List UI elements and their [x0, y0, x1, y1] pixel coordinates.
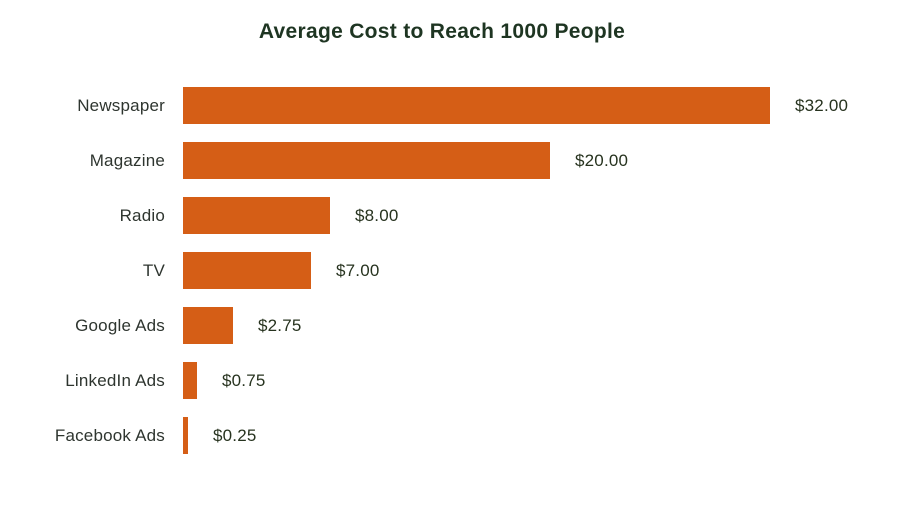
bar-row-radio: Radio $8.00 [0, 197, 900, 234]
value-label-google-ads: $2.75 [258, 315, 302, 335]
bar-magazine [183, 142, 550, 179]
category-label-google-ads: Google Ads [75, 315, 165, 335]
value-label-tv: $7.00 [336, 260, 380, 280]
value-label-linkedin-ads: $0.75 [222, 370, 266, 390]
category-label-tv: TV [142, 260, 165, 280]
bar-row-google-ads: Google Ads $2.75 [0, 307, 900, 344]
category-label-radio: Radio [119, 205, 165, 225]
bar-row-newspaper: Newspaper $32.00 [0, 87, 900, 124]
category-label-magazine: Magazine [89, 150, 165, 170]
chart-plot-area: Newspaper $32.00 Magazine $20.00 Radio $… [0, 87, 900, 472]
category-label-linkedin-ads: LinkedIn Ads [65, 370, 165, 390]
bar-google-ads [183, 307, 233, 344]
bar-row-magazine: Magazine $20.00 [0, 142, 900, 179]
chart-title: Average Cost to Reach 1000 People [258, 20, 626, 43]
value-label-magazine: $20.00 [575, 150, 629, 170]
bar-newspaper [183, 87, 770, 124]
value-label-radio: $8.00 [355, 205, 399, 225]
bar-row-facebook-ads: Facebook Ads $0.25 [0, 417, 900, 454]
bar-linkedin-ads [183, 362, 197, 399]
bar-radio [183, 197, 330, 234]
category-label-newspaper: Newspaper [77, 95, 165, 115]
value-label-newspaper: $32.00 [795, 95, 849, 115]
value-label-facebook-ads: $0.25 [213, 425, 257, 445]
bar-tv [183, 252, 311, 289]
bar-row-linkedin-ads: LinkedIn Ads $0.75 [0, 362, 900, 399]
bar-facebook-ads [183, 417, 188, 454]
category-label-facebook-ads: Facebook Ads [54, 425, 165, 445]
bar-row-tv: TV $7.00 [0, 252, 900, 289]
